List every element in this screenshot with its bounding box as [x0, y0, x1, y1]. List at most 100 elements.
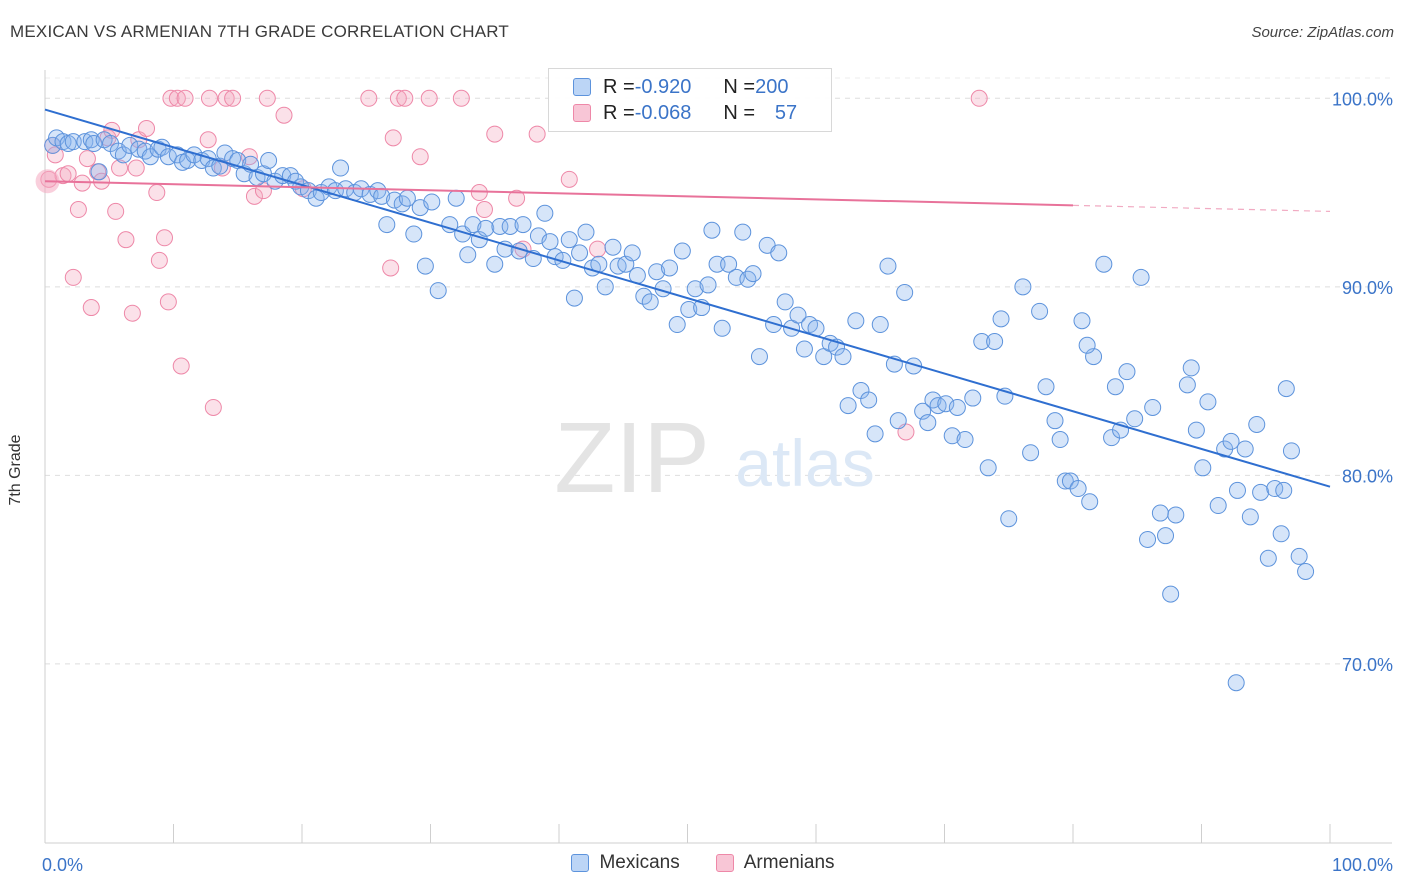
armenian-point [382, 259, 400, 277]
mexican-point [1178, 376, 1196, 394]
mexican-point [765, 316, 783, 334]
mexican-point [1167, 506, 1185, 524]
mexican-point [703, 221, 721, 239]
armenian-point [245, 187, 263, 205]
armenian-point [69, 201, 87, 219]
mexican-point [1275, 481, 1293, 499]
mexican-point [713, 319, 731, 337]
mexican-point [964, 389, 982, 407]
mexican-point [839, 397, 857, 415]
mexican-point [459, 246, 477, 264]
mexican-point [114, 146, 132, 164]
mexican-point [1259, 549, 1277, 567]
mexican-point [464, 216, 482, 234]
armenian-point [970, 89, 988, 107]
legend-r-label: R = [603, 75, 635, 98]
legend-n-label: N = [723, 75, 756, 98]
mexican-point [1022, 444, 1040, 462]
armenians-trend-line [44, 180, 1074, 207]
mexican-point [992, 310, 1010, 328]
armenians-trend-line-extension [1072, 204, 1331, 213]
y-tick-label: 90.0% [1342, 278, 1393, 298]
mexican-point [871, 316, 889, 334]
armenian-point [200, 89, 218, 107]
mexican-point [447, 189, 465, 207]
mexican-point [789, 306, 807, 324]
y-tick-label: 70.0% [1342, 655, 1393, 675]
mexican-point [1051, 431, 1069, 449]
mexican-point [896, 283, 914, 301]
mexican-point [776, 293, 794, 311]
mexican-point [914, 402, 932, 420]
mexican-point [604, 238, 622, 256]
mexican-point [565, 289, 583, 307]
x-tick-label-max: 100.0% [1332, 855, 1393, 875]
mexican-point [1151, 504, 1169, 522]
series-legend-armenians[interactable]: Armenians [715, 852, 835, 874]
mexican-point [750, 348, 768, 366]
series-swatch-mexicans [571, 854, 590, 872]
mexican-point [673, 242, 691, 260]
mexican-point [1277, 380, 1295, 398]
mexican-point [423, 193, 441, 211]
armenian-point [59, 165, 77, 183]
mexican-point [641, 293, 659, 311]
armenian-point [93, 172, 111, 190]
armenian-point [78, 150, 96, 168]
series-legend: Mexicans Armenians [0, 852, 1406, 874]
zipatlas-watermark: ZIP atlas [554, 402, 875, 514]
mexican-point [1297, 563, 1315, 581]
mexican-point [943, 427, 961, 445]
mexican-point [560, 231, 578, 249]
mexican-point [1252, 483, 1270, 501]
mexican-point [973, 332, 991, 350]
chart-source: Source: ZipAtlas.com [1251, 24, 1394, 41]
watermark-atlas: atlas [735, 426, 874, 500]
mexican-point [686, 280, 704, 298]
axes [44, 70, 1392, 844]
series-legend-mexicans[interactable]: Mexicans [571, 852, 680, 874]
legend-r-value: -0.920 [634, 75, 692, 98]
armenian-point [528, 125, 546, 143]
mexican-point [1037, 378, 1055, 396]
mexican-point [795, 340, 813, 358]
watermark-zip: ZIP [554, 402, 710, 514]
mexican-point [90, 163, 108, 181]
mexican-point [1078, 336, 1096, 354]
y-tick-label: 100.0% [1332, 89, 1393, 109]
legend-swatch-armenians [573, 104, 591, 122]
series-label-armenians: Armenians [743, 852, 835, 873]
armenian-point [46, 146, 64, 164]
mexican-point [1272, 525, 1290, 543]
mexican-point [1139, 530, 1157, 548]
mexican-point [405, 225, 423, 243]
armenian-point [224, 89, 242, 107]
armenian-point [411, 148, 429, 166]
mexican-point [661, 259, 679, 277]
mexican-point [847, 312, 865, 330]
armenian-point [389, 89, 407, 107]
mexican-point [501, 217, 519, 235]
mexicans-points [44, 129, 1315, 692]
armenian-point [148, 184, 166, 202]
mexican-point [596, 278, 614, 296]
mexican-point [260, 151, 278, 169]
mexican-point [956, 431, 974, 449]
mexican-point [1031, 302, 1049, 320]
armenian-point [176, 89, 194, 107]
armenian-point [258, 89, 276, 107]
armenian-point [117, 231, 135, 249]
mexican-point [64, 133, 82, 151]
x-tick-label-min: 0.0% [42, 855, 83, 875]
mexican-point [648, 263, 666, 281]
mexican-point [378, 216, 396, 234]
mexican-point [332, 159, 350, 177]
mexican-point [477, 219, 495, 237]
armenian-point [486, 125, 504, 143]
mexican-point [1282, 442, 1300, 460]
mexican-point [571, 244, 589, 262]
mexican-point [948, 398, 966, 416]
armenians-points [35, 89, 988, 441]
armenian-point [172, 357, 190, 375]
armenian-point [150, 251, 168, 269]
